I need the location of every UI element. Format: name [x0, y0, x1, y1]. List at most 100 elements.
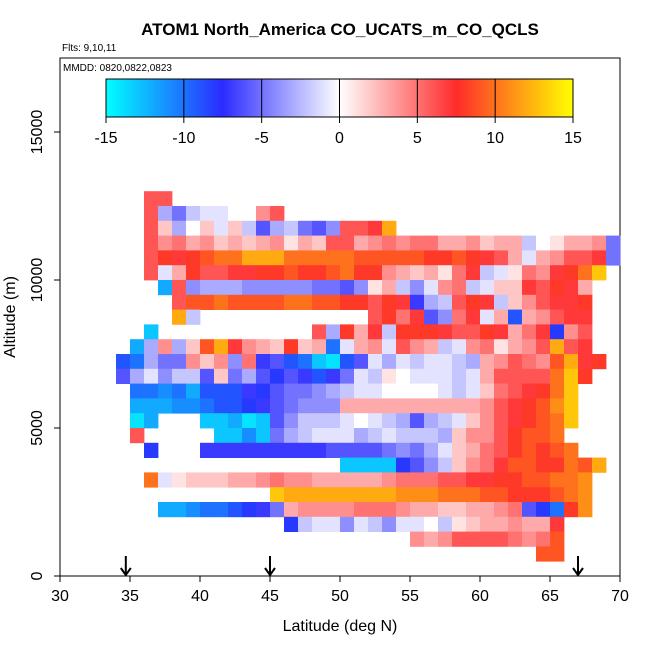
heatmap-cell	[270, 354, 285, 370]
heatmap-cell	[242, 265, 257, 281]
heatmap-cell	[438, 309, 453, 325]
heatmap-cell	[214, 383, 229, 399]
heatmap-cell	[410, 502, 425, 518]
heatmap-cell	[438, 383, 453, 399]
heatmap-cell	[326, 442, 341, 458]
heatmap-cell	[214, 235, 229, 251]
heatmap-cell	[326, 472, 341, 488]
x-axis: 30 35 40 45 50 55 60 65 70	[51, 576, 629, 605]
heatmap-cell	[214, 428, 229, 444]
heatmap-cell	[200, 206, 215, 222]
heatmap-cell	[382, 339, 397, 355]
heatmap-cells	[116, 191, 621, 562]
heatmap-cell	[452, 531, 467, 547]
colorbar-ticks: -15 -10 -5 0 5 10 15	[94, 79, 582, 147]
heatmap-cell	[438, 428, 453, 444]
heatmap-cell	[312, 280, 327, 296]
heatmap-cell	[242, 206, 257, 222]
heatmap-cell	[438, 354, 453, 370]
heatmap-cell	[298, 487, 313, 503]
heatmap-cell	[200, 220, 215, 236]
heatmap-cell	[354, 472, 369, 488]
heatmap-cell	[410, 354, 425, 370]
heatmap-cell	[144, 206, 159, 222]
heatmap-cell	[536, 546, 551, 562]
heatmap-cell	[200, 442, 215, 458]
heatmap-cell	[424, 368, 439, 384]
heatmap-cell	[284, 220, 299, 236]
heatmap-cell	[494, 472, 509, 488]
heatmap-cell	[256, 428, 271, 444]
heatmap-cell	[480, 324, 495, 340]
heatmap-cell	[298, 250, 313, 266]
heatmap-cell	[550, 324, 565, 340]
heatmap-cell	[494, 324, 509, 340]
heatmap-cell	[508, 457, 523, 473]
heatmap-cell	[312, 235, 327, 251]
heatmap-cell	[312, 472, 327, 488]
heatmap-cell	[396, 235, 411, 251]
heatmap-cell	[340, 265, 355, 281]
heatmap-cell	[284, 235, 299, 251]
heatmap-cell	[480, 472, 495, 488]
heatmap-cell	[494, 442, 509, 458]
heatmap-cell	[340, 250, 355, 266]
heatmap-cell	[592, 265, 607, 281]
heatmap-cell	[466, 235, 481, 251]
heatmap-cell	[242, 428, 257, 444]
heatmap-cell	[186, 383, 201, 399]
heatmap-cell	[424, 339, 439, 355]
heatmap-cell	[396, 502, 411, 518]
heatmap-cell	[242, 280, 257, 296]
x-tick-label: 55	[401, 588, 419, 605]
heatmap-cell	[130, 339, 145, 355]
heatmap-cell	[452, 442, 467, 458]
heatmap-cell	[494, 531, 509, 547]
heatmap-cell	[130, 368, 145, 384]
heatmap-cell	[158, 472, 173, 488]
heatmap-cell	[242, 413, 257, 429]
heatmap-cell	[382, 472, 397, 488]
heatmap-cell	[284, 398, 299, 414]
heatmap-cell	[130, 398, 145, 414]
heatmap-cell	[130, 413, 145, 429]
heatmap-cell	[508, 487, 523, 503]
heatmap-cell	[340, 354, 355, 370]
heatmap-cell	[312, 220, 327, 236]
heatmap-cell	[270, 398, 285, 414]
heatmap-cell	[522, 383, 537, 399]
heatmap-cell	[550, 339, 565, 355]
heatmap-cell	[438, 472, 453, 488]
heatmap-cell	[158, 368, 173, 384]
heatmap-cell	[382, 294, 397, 310]
heatmap-cell	[214, 442, 229, 458]
heatmap-cell	[578, 309, 593, 325]
heatmap-cell	[438, 502, 453, 518]
heatmap-cell	[340, 294, 355, 310]
heatmap-cell	[522, 487, 537, 503]
heatmap-cell	[550, 531, 565, 547]
heatmap-cell	[172, 398, 187, 414]
heatmap-cell	[228, 428, 243, 444]
heatmap-cell	[368, 309, 383, 325]
heatmap-cell	[284, 442, 299, 458]
heatmap-cell	[424, 250, 439, 266]
heatmap-cell	[480, 250, 495, 266]
heatmap-cell	[368, 265, 383, 281]
heatmap-cell	[410, 339, 425, 355]
heatmap-cell	[284, 487, 299, 503]
heatmap-cell	[564, 235, 579, 251]
heatmap-cell	[452, 457, 467, 473]
chart-title: ATOM1 North_America CO_UCATS_m_CO_QCLS	[141, 20, 539, 39]
heatmap-cell	[396, 309, 411, 325]
latitude-arrows	[119, 556, 584, 577]
heatmap-cell	[186, 280, 201, 296]
heatmap-cell	[368, 442, 383, 458]
heatmap-cell	[466, 324, 481, 340]
heatmap-cell	[480, 354, 495, 370]
heatmap-cell	[578, 324, 593, 340]
heatmap-cell	[312, 442, 327, 458]
colorbar-tick-label: 5	[413, 130, 422, 147]
heatmap-cell	[410, 309, 425, 325]
heatmap-cell	[284, 502, 299, 518]
